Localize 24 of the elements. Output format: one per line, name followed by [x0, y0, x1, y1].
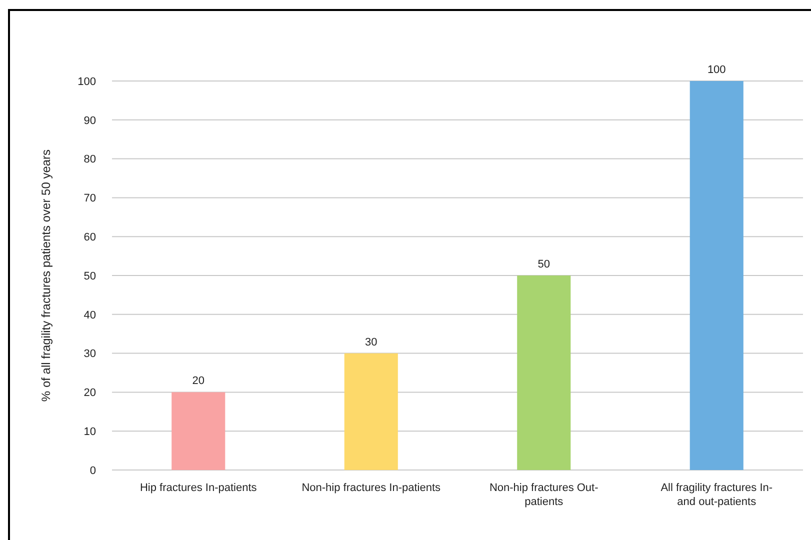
y-tick-label: 60	[84, 231, 96, 244]
data-label: 30	[365, 336, 378, 348]
data-label: 100	[707, 64, 726, 76]
y-tick-label: 80	[84, 154, 96, 166]
bar	[690, 81, 744, 470]
data-label: 50	[538, 258, 550, 270]
x-tick-label: Hip fractures In-patients	[140, 482, 258, 494]
x-tick-label: Non-hip fractures Out-patients	[489, 482, 599, 508]
y-axis-title: % of all fragility fractures patients over 50 years	[39, 149, 53, 402]
data-label: 20	[192, 375, 204, 388]
y-tick-label: 30	[84, 348, 96, 360]
bar	[172, 392, 226, 470]
x-tick-label: Non-hip fractures In-patients	[302, 482, 442, 494]
y-tick-label: 20	[84, 387, 96, 400]
bar	[344, 353, 398, 470]
bar	[517, 276, 571, 470]
y-tick-label: 90	[84, 114, 96, 127]
y-tick-label: 50	[84, 270, 96, 282]
y-tick-label: 40	[84, 309, 96, 322]
y-tick-label: 70	[84, 192, 96, 205]
y-tick-label: 0	[90, 464, 96, 477]
y-tick-label: 10	[84, 426, 96, 438]
x-tick-label: All fragility fractures In- and out-patients	[660, 482, 773, 508]
y-tick-label: 100	[78, 76, 96, 88]
